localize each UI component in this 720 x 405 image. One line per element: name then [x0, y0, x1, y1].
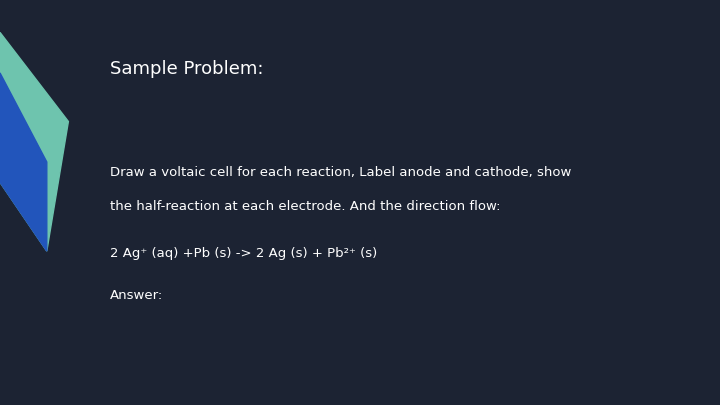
Text: the half-reaction at each electrode. And the direction flow:: the half-reaction at each electrode. And…: [110, 200, 500, 213]
Text: Draw a voltaic cell for each reaction, Label anode and cathode, show: Draw a voltaic cell for each reaction, L…: [110, 166, 572, 179]
Polygon shape: [0, 32, 68, 251]
Text: 2 Ag⁺ (aq) +Pb (s) -> 2 Ag (s) + Pb²⁺ (s): 2 Ag⁺ (aq) +Pb (s) -> 2 Ag (s) + Pb²⁺ (s…: [110, 247, 377, 260]
Text: Answer:: Answer:: [110, 289, 163, 302]
Text: Sample Problem:: Sample Problem:: [110, 60, 264, 78]
Polygon shape: [0, 73, 47, 251]
